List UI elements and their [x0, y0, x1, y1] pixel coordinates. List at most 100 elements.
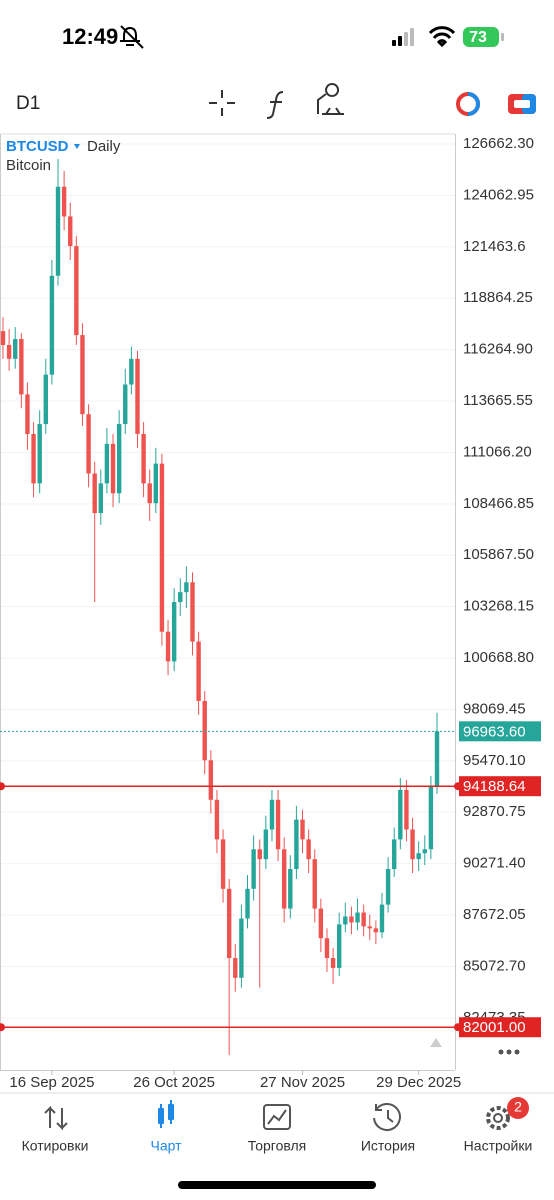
candle-body	[190, 582, 195, 642]
tab-labels: Котировки Чарт Торговля История Настройки	[22, 1138, 533, 1154]
candle-body	[184, 582, 189, 593]
candle-body	[294, 819, 299, 870]
mute-slash	[120, 25, 144, 49]
candle-body	[208, 760, 214, 800]
price-line-handle[interactable]	[0, 782, 5, 791]
candle-body	[275, 799, 281, 850]
candle-body	[416, 853, 421, 860]
tab-label[interactable]: Торговля	[248, 1138, 306, 1154]
wifi-icon	[428, 26, 456, 48]
candle-body	[361, 912, 366, 927]
y-tick-label: 98069.45	[463, 700, 526, 717]
candle-body	[74, 246, 79, 336]
candle-body	[80, 335, 85, 415]
candle-body	[251, 849, 256, 889]
price-tag-label: 94188.64	[463, 778, 526, 795]
tab-label[interactable]: История	[361, 1138, 415, 1154]
candle-body	[104, 443, 110, 484]
symbol-dropdown[interactable]	[74, 144, 80, 149]
candle-body	[49, 275, 55, 375]
candle-body	[110, 443, 116, 494]
candle-body	[61, 186, 67, 217]
candle-body	[318, 908, 324, 939]
candle-body	[324, 938, 330, 959]
tab-label[interactable]: Настройки	[464, 1138, 533, 1154]
y-tick-label: 87672.05	[463, 906, 526, 923]
quotes-icon[interactable]	[44, 1105, 68, 1131]
period: Daily	[87, 138, 121, 155]
candle-body	[129, 358, 134, 385]
y-tick-label: 90271.40	[463, 855, 526, 872]
candle-body	[86, 414, 91, 474]
candle-body	[239, 918, 244, 978]
price-tag-label: 82001.00	[463, 1019, 526, 1036]
scroll-end-marker[interactable]	[430, 1038, 442, 1047]
candle-body	[0, 331, 6, 345]
y-tick-label: 121463.6	[463, 238, 526, 255]
battery-level: 73	[469, 29, 487, 46]
price-line-handle[interactable]	[0, 1023, 5, 1032]
status-time: 12:49	[62, 24, 118, 49]
candle-body	[428, 785, 434, 850]
candle-body	[159, 463, 165, 632]
home-indicator	[178, 1181, 376, 1189]
candle-body	[392, 839, 397, 870]
candle-body	[404, 789, 409, 830]
candle-body	[31, 433, 36, 484]
history-tab-icon[interactable]	[373, 1103, 401, 1131]
symbol[interactable]: BTCUSD	[6, 138, 69, 155]
y-tick-label: 124062.95	[463, 186, 534, 203]
candle-body	[220, 839, 226, 889]
candle-body	[135, 358, 140, 434]
candle-body	[123, 384, 128, 425]
candle-body	[13, 339, 18, 359]
candle-body	[263, 829, 269, 860]
chart-tab-icon[interactable]	[158, 1100, 174, 1128]
indicators-button[interactable]	[266, 91, 284, 119]
y-tick-label: 113665.55	[463, 392, 533, 409]
candle-body	[98, 483, 104, 514]
candle-body	[281, 849, 287, 909]
candle-body	[398, 789, 403, 840]
color-button[interactable]	[456, 92, 480, 116]
candle-body	[355, 912, 360, 923]
candle-body	[422, 849, 427, 854]
candle-body	[330, 958, 336, 968]
notification-badge	[507, 1097, 529, 1119]
candle-body	[343, 916, 348, 925]
x-tick-label: 16 Sep 2025	[9, 1074, 94, 1091]
price-tag	[459, 1017, 541, 1038]
price-tag-label: 96963.60	[463, 723, 526, 740]
y-tick-label: 95470.10	[463, 752, 526, 769]
y-tick-label: 103268.15	[463, 598, 534, 615]
timeframe[interactable]: D1	[16, 93, 40, 114]
candle-body	[25, 394, 30, 434]
candle-body	[178, 592, 183, 603]
candle-body	[68, 216, 73, 247]
candle-body	[336, 924, 342, 968]
badge-count: 2	[514, 1099, 522, 1115]
candle-body	[43, 374, 48, 425]
x-tick-label: 27 Nov 2025	[260, 1074, 345, 1091]
more-button[interactable]	[498, 1049, 520, 1055]
candle-body	[257, 849, 262, 860]
tab-label[interactable]: Чарт	[150, 1138, 182, 1154]
candle-body	[349, 916, 354, 923]
candle-body	[116, 424, 122, 494]
trade-tab-icon[interactable]	[263, 1104, 291, 1130]
candle-body	[379, 904, 385, 933]
objects-button[interactable]	[317, 83, 344, 115]
x-tick-label: 26 Oct 2025	[133, 1074, 215, 1091]
candle-body	[171, 602, 177, 662]
candle-body	[288, 869, 293, 909]
price-tag	[459, 721, 541, 742]
tab-label[interactable]: Котировки	[22, 1138, 89, 1154]
candle-body	[373, 928, 379, 933]
trade-button[interactable]	[508, 94, 536, 114]
settings-tab-icon[interactable]	[486, 1106, 510, 1130]
description: Bitcoin	[6, 157, 51, 174]
candle-body	[214, 799, 220, 840]
crosshair-button[interactable]	[209, 90, 235, 116]
y-tick-label: 108466.85	[463, 495, 534, 512]
